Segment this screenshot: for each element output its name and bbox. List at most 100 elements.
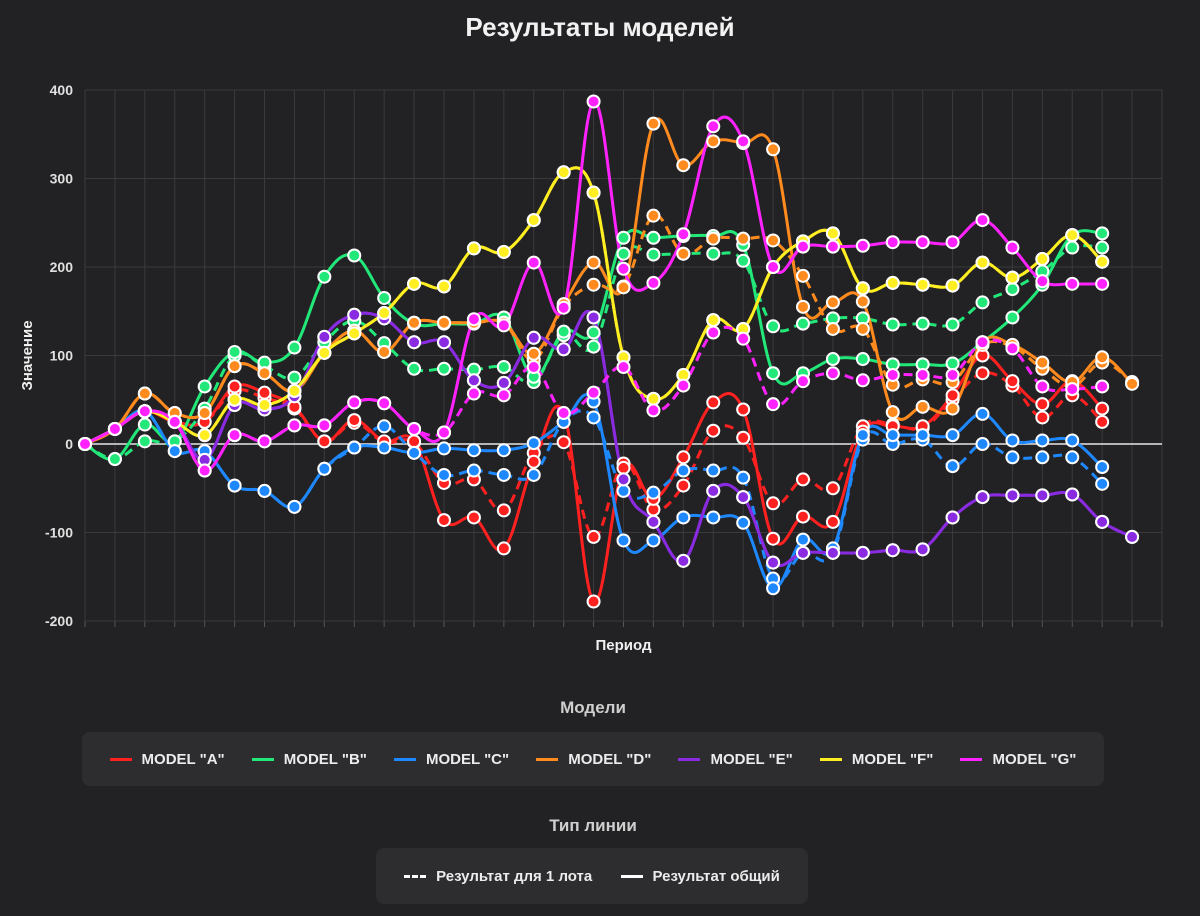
model-a-total-point — [616, 460, 631, 475]
model-b-lot-point — [766, 319, 781, 334]
model-g-lot-point — [526, 360, 541, 375]
model-g-lot-point — [1065, 382, 1080, 397]
model-g-total-point — [1005, 240, 1020, 255]
model-f-total-point — [1035, 252, 1050, 267]
model-d-total-point — [437, 315, 451, 330]
model-g-total-point — [1065, 276, 1080, 291]
model-e-total-point — [556, 342, 571, 357]
model-a-total-point — [766, 531, 781, 546]
legend-swatch — [109, 757, 132, 761]
model-c-total-point — [496, 443, 511, 458]
model-e-total-point — [975, 490, 990, 505]
y-tick-label: -100 — [45, 525, 73, 541]
model-e-total-point — [796, 545, 810, 560]
model-e-total-point — [347, 307, 362, 322]
model-d-total-point — [646, 116, 661, 131]
model-f-total-point — [915, 277, 930, 292]
model-c-total-point — [706, 510, 721, 525]
legend-swatch — [960, 757, 983, 761]
linetype-legend-title: Тип линии — [549, 816, 637, 835]
model-f-total-point — [407, 276, 422, 291]
model-d-total-point — [1125, 376, 1140, 391]
legend-item-model-c[interactable]: MODEL "C" — [394, 751, 509, 768]
model-b-lot-point — [1065, 240, 1080, 255]
model-c-total-point — [676, 510, 691, 525]
model-b-lot-point — [646, 247, 661, 262]
model-d-total-point — [885, 405, 900, 420]
model-c-lot-point — [1005, 450, 1020, 465]
model-f-total-point — [377, 306, 392, 321]
model-c-total-point — [796, 532, 810, 547]
model-d-total-point — [137, 386, 152, 401]
model-c-lot-point — [736, 470, 751, 485]
model-g-lot-point — [586, 385, 601, 400]
model-a-total-point — [347, 413, 362, 428]
model-g-lot-point — [796, 374, 810, 389]
model-g-total-point — [437, 425, 451, 440]
model-c-lot-point — [1095, 476, 1110, 491]
model-b-total-point — [317, 269, 332, 284]
legend-lot-label: Результат для 1 лота — [436, 867, 593, 885]
model-g-total-point — [227, 428, 242, 443]
model-a-lot-point — [736, 430, 751, 445]
model-a-lot-point — [1095, 414, 1110, 429]
legend-item-model-a[interactable]: MODEL "A" — [109, 751, 225, 768]
model-e-total-point — [825, 545, 840, 560]
model-g-total-point — [766, 260, 781, 274]
model-c-total-point — [437, 441, 451, 456]
model-b-lot-point — [736, 253, 751, 268]
legend-item-lot[interactable]: Результат для 1 лота — [404, 868, 592, 885]
model-f-total-point — [287, 383, 302, 398]
legend-item-model-b[interactable]: MODEL "B" — [251, 751, 367, 768]
legend-item-model-g[interactable]: MODEL "G" — [960, 751, 1076, 768]
model-a-total-point — [526, 454, 541, 469]
y-tick-label: 400 — [50, 82, 74, 98]
model-g-lot-point — [676, 378, 691, 393]
linetype-legend: Результат для 1 лота Результат общий — [376, 848, 808, 904]
model-a-lot-point — [676, 478, 691, 493]
model-b-lot-point — [885, 317, 900, 332]
legend-label: MODEL "D" — [568, 750, 652, 768]
model-g-total-point — [407, 421, 422, 436]
model-e-total-point — [1005, 488, 1020, 503]
model-a-lot-point — [706, 423, 721, 438]
model-f-total-point — [1065, 228, 1080, 243]
model-a-lot-point — [556, 435, 571, 450]
model-g-total-point — [646, 275, 661, 290]
model-g-total-point — [706, 119, 721, 134]
model-d-lot-point — [855, 321, 870, 336]
model-b-lot-point — [975, 295, 990, 310]
model-a-total-point — [586, 594, 601, 609]
model-b-lot-point — [407, 361, 422, 376]
legend-label: MODEL "G" — [992, 750, 1077, 768]
legend-item-model-f[interactable]: MODEL "F" — [819, 751, 933, 768]
model-g-lot-point — [915, 367, 930, 382]
model-c-total-point — [945, 428, 960, 443]
model-g-total-point — [1095, 276, 1110, 291]
solid-line-swatch — [620, 874, 643, 878]
model-c-total-point — [855, 428, 870, 443]
model-c-total-point — [377, 440, 392, 455]
model-a-total-point — [496, 541, 511, 556]
model-d-lot-point — [796, 268, 810, 283]
model-b-total-point — [197, 379, 212, 394]
model-b-lot-point — [616, 246, 631, 261]
model-e-total-point — [766, 555, 781, 570]
model-a-lot-point — [766, 496, 781, 511]
model-c-total-point — [766, 581, 781, 596]
model-e-total-point — [646, 514, 661, 529]
model-f-total-point — [347, 326, 362, 341]
model-g-lot-point — [855, 373, 870, 388]
model-a-total-point — [706, 395, 721, 410]
legend-item-model-d[interactable]: MODEL "D" — [536, 751, 651, 768]
model-g-total-point — [796, 239, 810, 254]
legend-item-model-e[interactable]: MODEL "E" — [678, 751, 793, 768]
models-legend: MODEL "A" MODEL "B" MODEL "C" MODEL "D" MODE… — [82, 732, 1104, 786]
model-b-total-point — [825, 352, 840, 367]
model-g-total-point — [347, 395, 362, 410]
model-c-total-point — [167, 444, 182, 459]
model-e-total-point — [915, 542, 930, 557]
model-d-total-point — [1035, 355, 1050, 370]
legend-item-total[interactable]: Результат общий — [620, 868, 780, 885]
model-g-total-point — [197, 463, 212, 478]
